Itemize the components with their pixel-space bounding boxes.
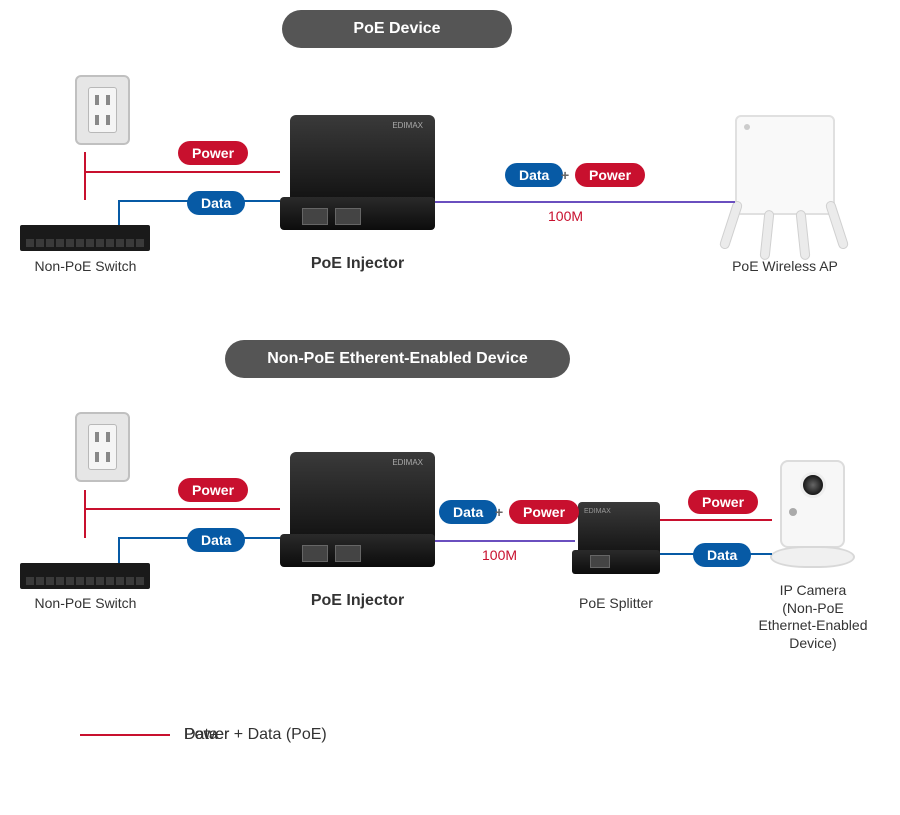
label-power: Power [575, 163, 645, 187]
wire-poe-2 [435, 540, 575, 542]
section2-title: Non-PoE Etherent-Enabled Device [225, 340, 570, 378]
wire-power-1a [84, 152, 86, 200]
caption-camera-l4: Device) [789, 635, 836, 651]
wire-poe-1 [435, 201, 735, 203]
wall-outlet-icon [75, 412, 130, 490]
legend-power-label: Power [184, 726, 229, 744]
wireless-ap-icon [720, 110, 850, 240]
poe-injector-icon: EDIMAX [280, 452, 435, 567]
label-power: Power [509, 500, 579, 524]
label-data: Data [187, 191, 245, 215]
caption-camera-l1: IP Camera [780, 582, 847, 598]
caption-switch: Non-PoE Switch [28, 595, 143, 611]
label-data: Data [505, 163, 563, 187]
wire-power-1b [84, 171, 280, 173]
label-power: Power [178, 478, 248, 502]
distance-label: 100M [482, 547, 517, 563]
wall-outlet-icon [75, 75, 130, 153]
caption-ap: PoE Wireless AP [720, 258, 850, 274]
label-data: Data [693, 543, 751, 567]
ip-camera-icon [770, 460, 855, 570]
caption-camera: IP Camera (Non-PoE Ethernet-Enabled Devi… [753, 582, 873, 652]
nonpoe-switch-icon [20, 563, 150, 589]
caption-injector: PoE Injector [290, 592, 425, 610]
label-data: Data [187, 528, 245, 552]
caption-switch: Non-PoE Switch [28, 258, 143, 274]
label-data: Data [439, 500, 497, 524]
caption-camera-l2: (Non-PoE [782, 600, 843, 616]
wire-power-2a [84, 490, 86, 538]
section1-title: PoE Device [282, 10, 512, 48]
caption-splitter: PoE Splitter [572, 595, 660, 611]
plus-icon: + [561, 167, 569, 183]
poe-splitter-icon: EDIMAX [572, 502, 660, 574]
legend-power: Power [80, 726, 229, 744]
plus-icon: + [495, 504, 503, 520]
wire-data-2a [118, 537, 120, 563]
label-power: Power [178, 141, 248, 165]
label-power: Power [688, 490, 758, 514]
wire-power-2b [84, 508, 280, 510]
nonpoe-switch-icon [20, 225, 150, 251]
legend-line-power [80, 734, 170, 736]
wire-data-1a [118, 200, 120, 225]
poe-injector-icon: EDIMAX [280, 115, 435, 230]
caption-camera-l3: Ethernet-Enabled [759, 617, 868, 633]
distance-label: 100M [548, 208, 583, 224]
wire-power-3 [660, 519, 772, 521]
caption-injector: PoE Injector [290, 255, 425, 273]
